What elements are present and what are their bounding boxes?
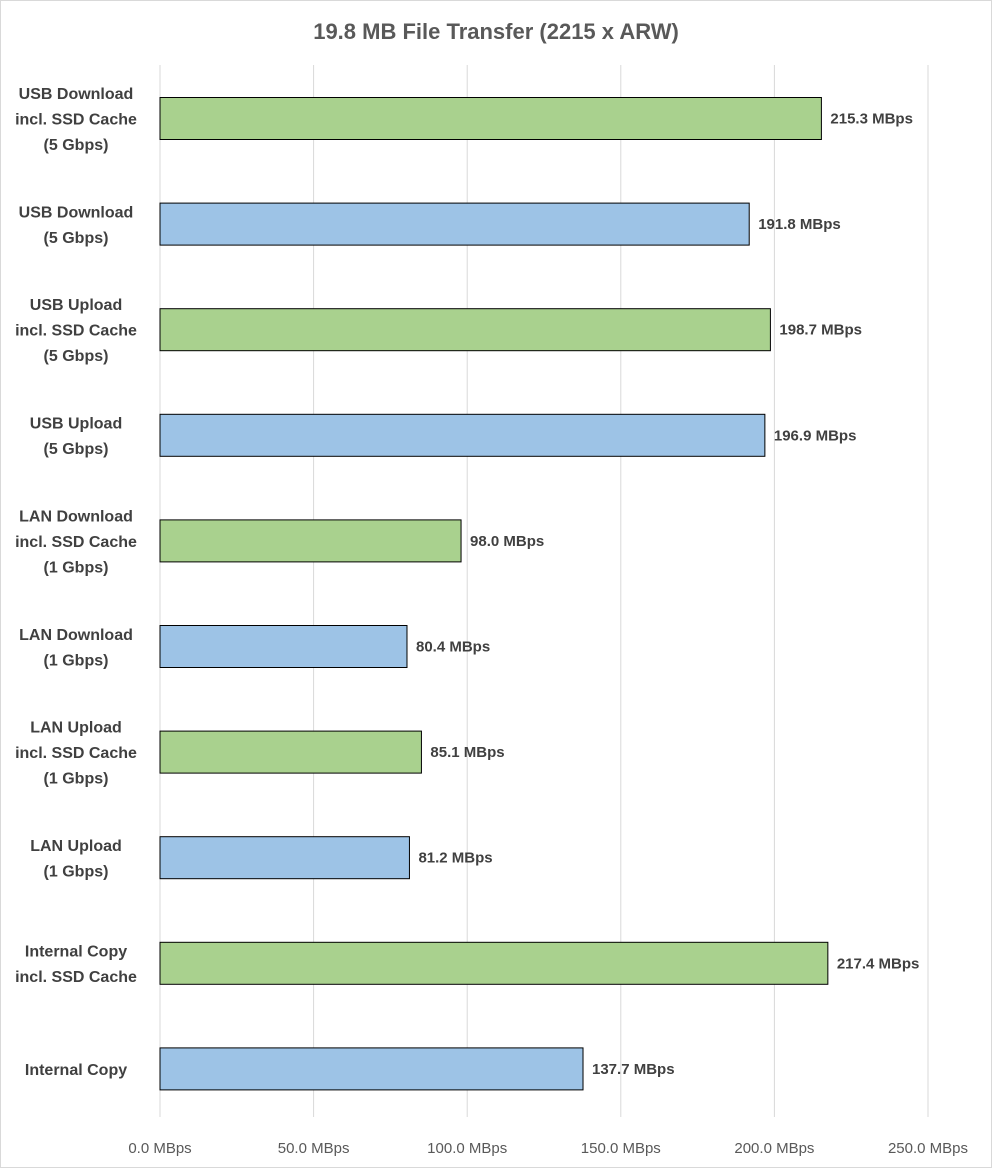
category-label-line: USB Download [19, 204, 134, 221]
category-label: LAN Download incl. SSD Cache (1 Gbps) [15, 508, 137, 576]
bar [159, 836, 410, 880]
bar-value-label: 137.7 MBps [592, 1061, 675, 1078]
bar [159, 625, 408, 668]
category-label: USB Download (5 Gbps) [19, 204, 134, 247]
category-label-line: incl. SSD Cache [15, 534, 137, 551]
category-label: Internal Copy [25, 1062, 127, 1079]
category-label: LAN Download (1 Gbps) [19, 627, 133, 670]
category-label-line: Internal Copy [25, 944, 127, 961]
category-label-line: (5 Gbps) [44, 441, 109, 458]
bar [159, 202, 750, 246]
bar [159, 730, 422, 774]
bar-value-label: 80.4 MBps [416, 639, 490, 656]
x-tick-label: 0.0 MBps [128, 1140, 191, 1157]
category-label-line: LAN Upload [30, 838, 122, 855]
x-tick-label: 250.0 MBps [888, 1140, 968, 1157]
category-label-line: Internal Copy [25, 1062, 127, 1079]
bar [159, 413, 766, 457]
category-label-line: LAN Download [19, 627, 133, 644]
bar-value-label: 198.7 MBps [779, 322, 862, 339]
bar-value-label: 98.0 MBps [470, 533, 544, 550]
category-label: LAN Upload (1 Gbps) [30, 838, 122, 881]
category-label-line: incl. SSD Cache [15, 112, 137, 129]
category-label-line: (5 Gbps) [44, 137, 109, 154]
x-axis-tick-labels: 0.0 MBps 50.0 MBps 100.0 MBps 150.0 MBps 200… [128, 1140, 968, 1157]
category-labels: USB Download incl. SSD Cache (5 Gbps)USB D… [15, 86, 137, 1079]
category-label: USB Download incl. SSD Cache (5 Gbps) [15, 86, 137, 154]
category-label-line: (5 Gbps) [44, 348, 109, 365]
category-label-line: LAN Download [19, 508, 133, 525]
bar [159, 308, 771, 352]
category-label-line: incl. SSD Cache [15, 745, 137, 762]
category-label-line: incl. SSD Cache [15, 969, 137, 986]
bar [159, 97, 822, 140]
category-label-line: (1 Gbps) [44, 771, 109, 788]
x-tick-label: 100.0 MBps [427, 1140, 507, 1157]
category-label-line: USB Download [19, 86, 134, 103]
bar [159, 519, 462, 563]
category-label-line: incl. SSD Cache [15, 323, 137, 340]
category-label-line: (1 Gbps) [44, 863, 109, 880]
bar-value-label: 81.2 MBps [418, 850, 492, 867]
category-label: LAN Upload incl. SSD Cache (1 Gbps) [15, 720, 137, 788]
category-label-line: (5 Gbps) [44, 230, 109, 247]
category-label: Internal Copy incl. SSD Cache [15, 944, 137, 987]
x-tick-label: 200.0 MBps [734, 1140, 814, 1157]
value-labels: 215.3 MBps 191.8 MBps 198.7 MBps 196.9 MBps… [416, 111, 919, 1078]
bar-value-label: 217.4 MBps [837, 955, 920, 972]
bar-value-label: 191.8 MBps [758, 216, 841, 233]
category-label-line: LAN Upload [30, 720, 122, 737]
category-label-line: (1 Gbps) [44, 559, 109, 576]
bar-value-label: 215.3 MBps [830, 111, 913, 128]
category-label-line: USB Upload [30, 297, 122, 314]
bars [159, 97, 829, 1091]
category-label: USB Upload incl. SSD Cache (5 Gbps) [15, 297, 137, 365]
x-tick-label: 50.0 MBps [278, 1140, 350, 1157]
category-label-line: USB Upload [30, 416, 122, 433]
category-label: USB Upload (5 Gbps) [30, 416, 122, 459]
bar-value-label: 196.9 MBps [774, 427, 857, 444]
bar [159, 1047, 584, 1091]
x-tick-label: 150.0 MBps [581, 1140, 661, 1157]
bar [159, 941, 829, 985]
category-label-line: (1 Gbps) [44, 652, 109, 669]
chart-title: 19.8 MB File Transfer (2215 x ARW) [313, 19, 679, 44]
bar-value-label: 85.1 MBps [430, 744, 504, 761]
